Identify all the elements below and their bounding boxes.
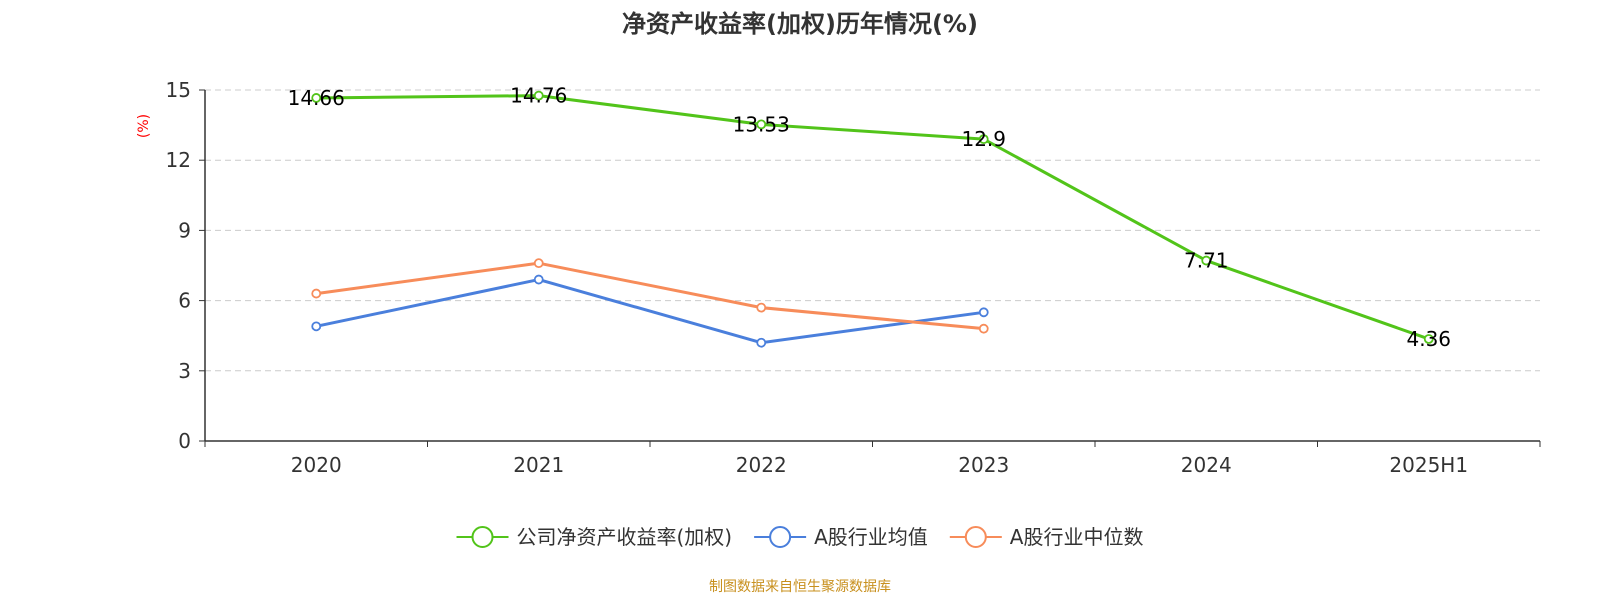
data-label: 14.66 bbox=[288, 86, 345, 110]
data-point[interactable] bbox=[311, 93, 322, 103]
data-point[interactable] bbox=[978, 307, 989, 318]
data-point[interactable] bbox=[533, 258, 544, 269]
y-tick-label: 15 bbox=[166, 78, 191, 102]
y-axis-label: (%) bbox=[136, 114, 152, 138]
chart-title: 净资产收益率(加权)历年情况(%) bbox=[622, 10, 978, 38]
data-point[interactable] bbox=[756, 119, 767, 130]
data-point[interactable] bbox=[978, 323, 989, 334]
x-tick-label: 2021 bbox=[513, 453, 564, 477]
y-tick-label: 0 bbox=[178, 429, 191, 453]
data-point[interactable] bbox=[311, 321, 322, 332]
data-point[interactable] bbox=[978, 134, 989, 145]
legend-label: A股行业均值 bbox=[814, 525, 928, 549]
y-tick-label: 9 bbox=[178, 218, 191, 242]
legend-item-2[interactable]: A股行业中位数 bbox=[949, 525, 1144, 549]
x-tick-label: 2022 bbox=[736, 453, 787, 477]
legend-item-1[interactable]: A股行业均值 bbox=[754, 525, 928, 549]
data-labels: 14.66 14.76 13.53 12.9 7.71 4.36 bbox=[288, 84, 1451, 351]
legend-label: A股行业中位数 bbox=[1010, 525, 1144, 549]
axes: 0 3 6 9 12 15 2020 2021 2022 2023 2024 2025H1 bbox=[166, 78, 1541, 477]
data-label: 12.9 bbox=[961, 127, 1006, 151]
legend[interactable]: 公司净资产收益率(加权) A股行业均值 A股行业中位数 bbox=[456, 525, 1144, 549]
data-point[interactable] bbox=[533, 274, 544, 285]
series-line-0 bbox=[316, 94, 1430, 341]
legend-circle-icon bbox=[964, 526, 987, 548]
x-tick-label: 2020 bbox=[291, 453, 342, 477]
data-point[interactable] bbox=[756, 302, 767, 313]
data-point[interactable] bbox=[1201, 255, 1212, 266]
data-point[interactable] bbox=[756, 337, 767, 348]
data-label: 14.76 bbox=[510, 84, 567, 108]
data-point[interactable] bbox=[533, 90, 544, 101]
x-tick-label: 2024 bbox=[1181, 453, 1232, 477]
data-point[interactable] bbox=[1423, 334, 1434, 344]
series-line-1 bbox=[315, 278, 984, 345]
data-label: 4.36 bbox=[1406, 327, 1451, 351]
source-note: 制图数据来自恒生聚源数据库 bbox=[709, 579, 891, 595]
x-tick-label: 2023 bbox=[958, 453, 1009, 477]
y-tick-label: 3 bbox=[178, 359, 191, 383]
data-label: 13.53 bbox=[733, 112, 790, 136]
series-lines bbox=[311, 90, 1434, 348]
data-point[interactable] bbox=[311, 288, 322, 299]
y-tick-label: 6 bbox=[178, 289, 191, 313]
legend-label: 公司净资产收益率(加权) bbox=[517, 525, 733, 549]
legend-item-0[interactable]: 公司净资产收益率(加权) bbox=[456, 525, 733, 549]
data-label: 7.71 bbox=[1184, 249, 1229, 273]
legend-circle-icon bbox=[769, 526, 792, 548]
legend-circle-icon bbox=[471, 526, 494, 548]
series-line-2 bbox=[316, 261, 984, 331]
x-tick-label: 2025H1 bbox=[1389, 453, 1468, 477]
y-tick-label: 12 bbox=[166, 148, 191, 172]
